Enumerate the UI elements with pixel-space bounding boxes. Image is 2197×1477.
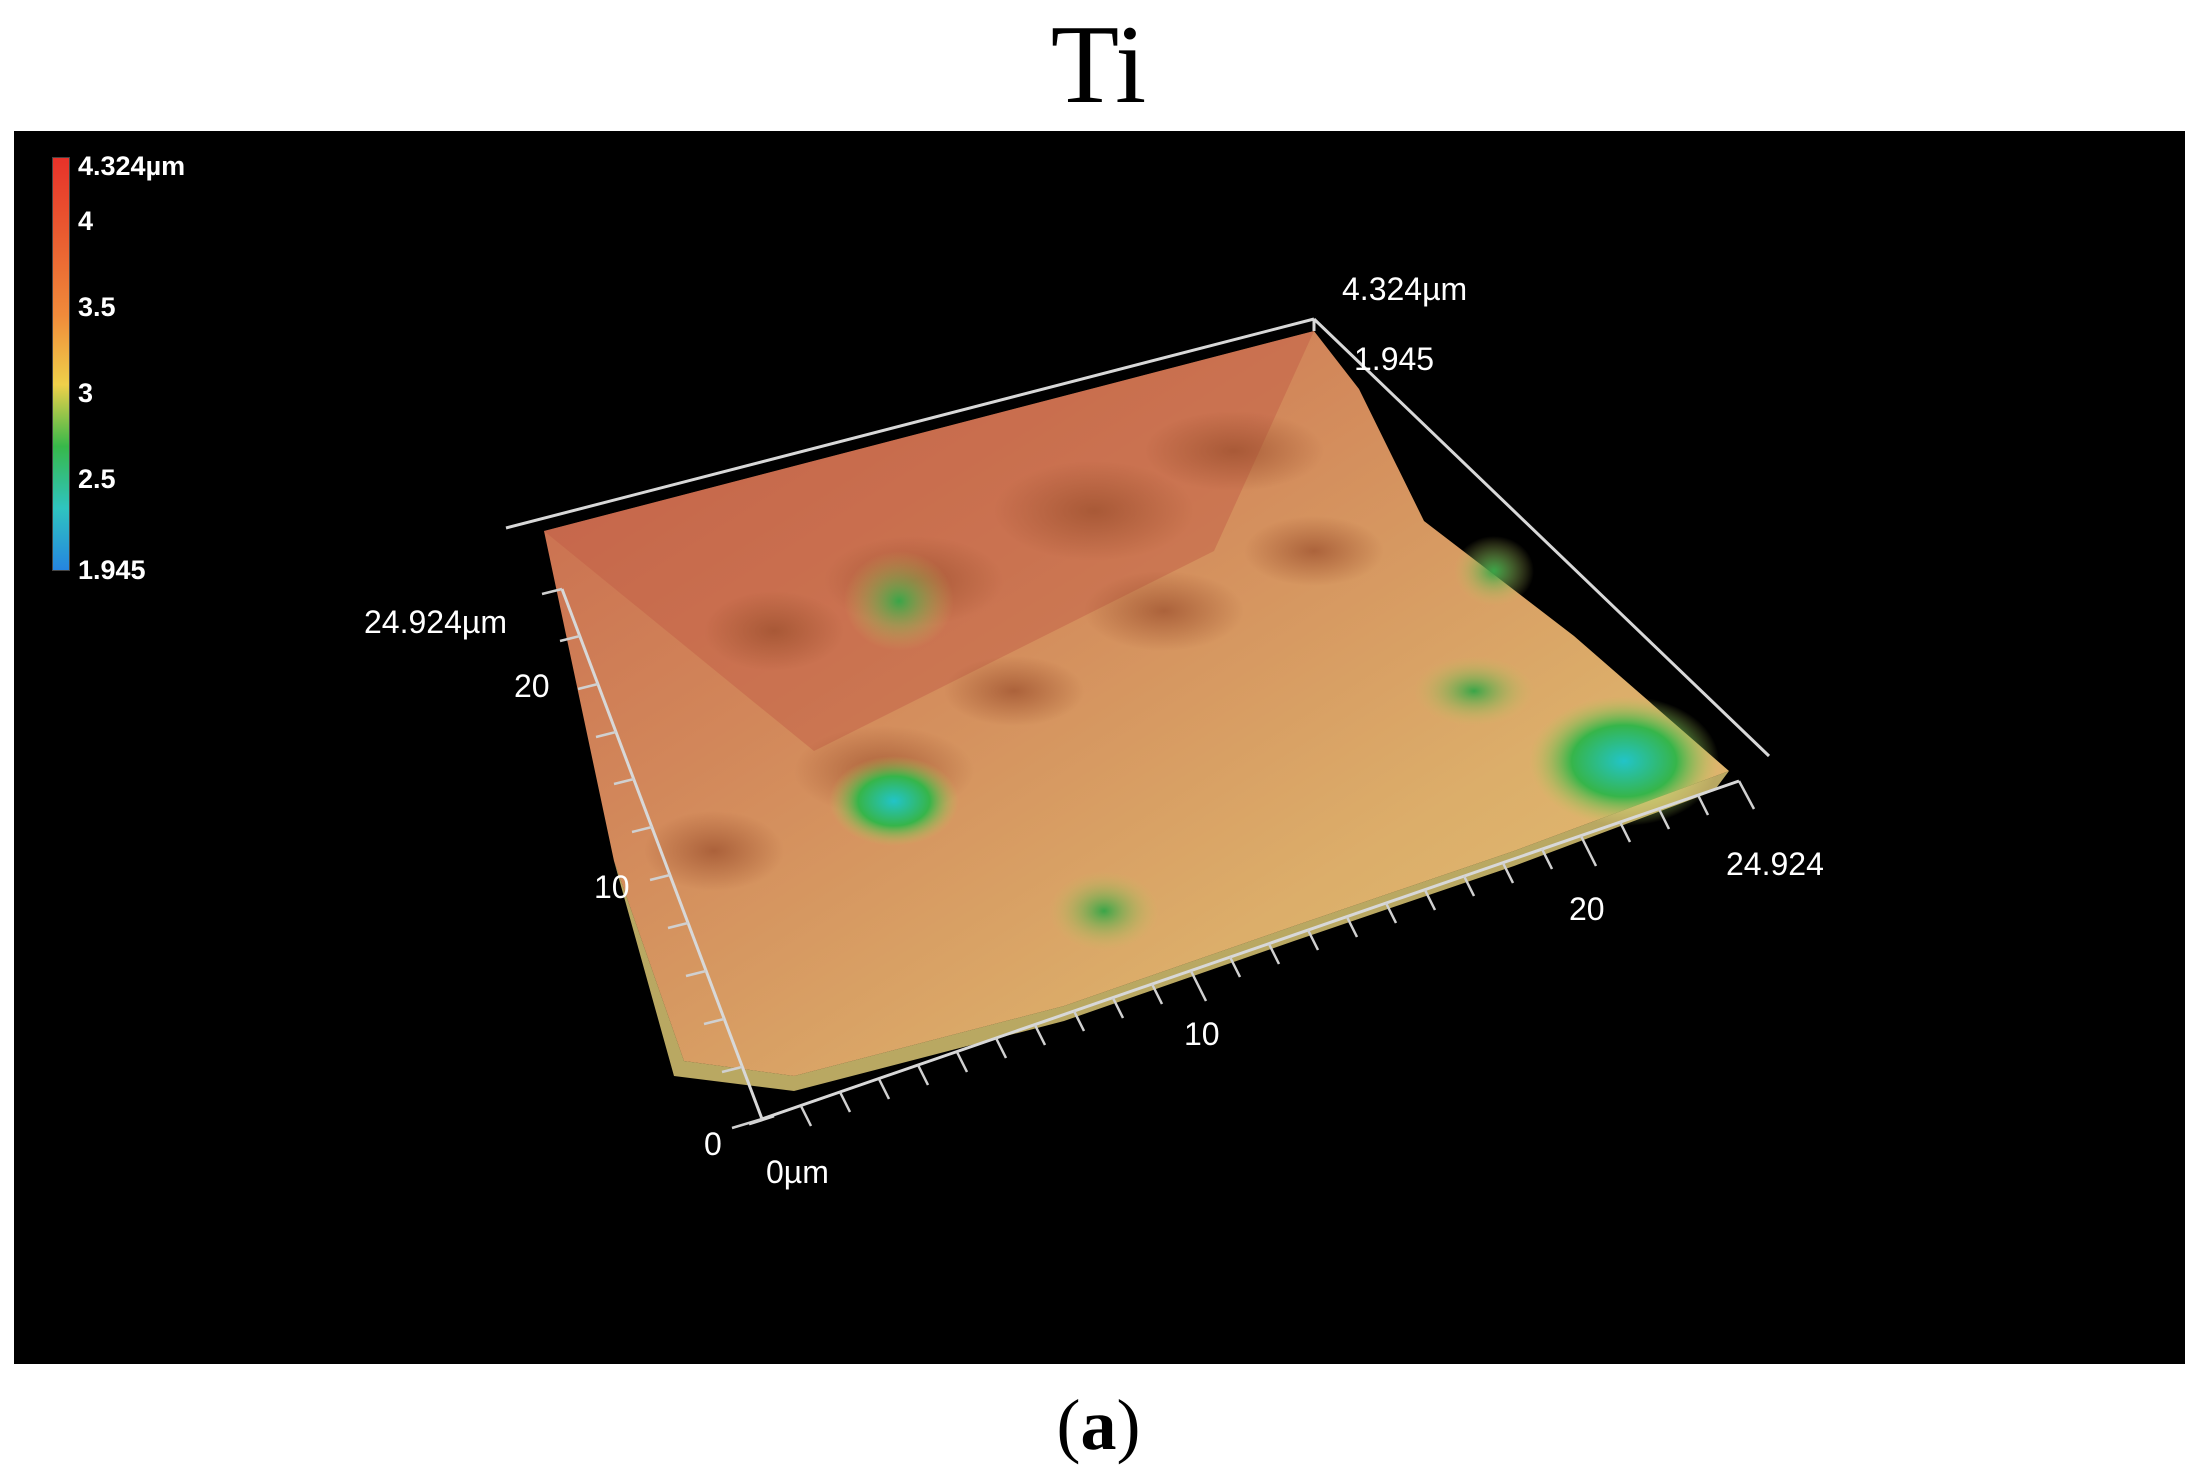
surface-mesh (544, 331, 1729, 1091)
x-axis-ticks (799, 780, 1756, 1127)
x-axis-20-label: 20 (1569, 891, 1605, 927)
colorbar-label-2-5: 2.5 (78, 464, 116, 494)
colorbar-label-4: 4 (78, 206, 94, 236)
x-axis-10-label: 10 (1184, 1016, 1220, 1052)
y-axis-max-label: 24.924µm (364, 604, 507, 640)
colorbar-label-3-5: 3.5 (78, 292, 116, 322)
colorbar-label-3: 3 (78, 378, 94, 408)
x-axis-max-label: 24.924 (1726, 846, 1824, 882)
height-colorbar (52, 157, 70, 571)
y-axis-20-label: 20 (514, 668, 550, 704)
surface-3d-plot (505, 317, 1771, 1130)
y-axis-0-label: 0 (704, 1126, 722, 1162)
colorbar-label-max: 4.324µm (78, 151, 186, 181)
x-axis-0-label: 0µm (766, 1154, 829, 1190)
colorbar-label-min: 1.945 (78, 555, 146, 585)
figure-title: Ti (1050, 3, 1147, 127)
y-axis-10-label: 10 (594, 869, 630, 905)
axis-frame (505, 317, 1771, 1126)
caption-open-paren: ( (1056, 1385, 1081, 1465)
caption-close-paren: ) (1116, 1385, 1141, 1465)
surface-topography-panel: 4.324µm 4 3.5 3 2.5 1.945 4.324µm 1.945 … (14, 131, 2185, 1364)
z-axis-max-label: 4.324µm (1342, 271, 1468, 307)
z-axis-min-label: 1.945 (1354, 341, 1435, 377)
figure-caption: (a) (0, 1375, 2197, 1475)
y-axis-ticks (541, 587, 763, 1130)
caption-letter: a (1080, 1385, 1117, 1465)
